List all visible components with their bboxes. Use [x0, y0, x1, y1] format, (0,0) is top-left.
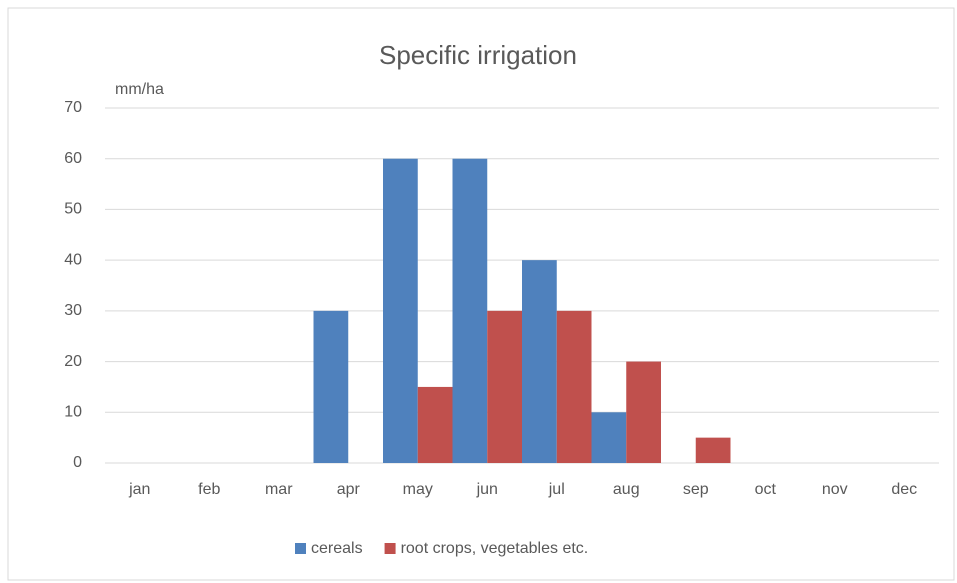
legend-label: cereals: [311, 540, 363, 557]
chart-title: Specific irrigation: [379, 40, 577, 70]
x-tick-label: sep: [683, 481, 709, 498]
bar: [591, 412, 627, 463]
legend-swatch: [295, 543, 306, 554]
x-tick-label: jun: [476, 481, 498, 498]
y-axis-label: mm/ha: [115, 81, 164, 98]
y-tick-label: 60: [64, 150, 82, 167]
x-tick-label: feb: [198, 481, 220, 498]
x-tick-label: mar: [265, 481, 293, 498]
bar: [626, 361, 661, 463]
bar: [313, 310, 349, 463]
bar: [452, 158, 488, 463]
y-tick-label: 50: [64, 201, 82, 218]
x-tick-label: apr: [337, 481, 361, 498]
x-tick-label: dec: [891, 481, 917, 498]
y-tick-label: 10: [64, 404, 82, 421]
bar: [522, 260, 557, 463]
bar: [556, 310, 592, 463]
y-tick-label: 70: [64, 99, 82, 116]
y-tick-label: 40: [64, 251, 82, 268]
y-tick-label: 30: [64, 302, 82, 319]
bar: [487, 310, 522, 463]
bar: [383, 158, 418, 463]
x-tick-label: jan: [128, 481, 150, 498]
x-tick-label: oct: [755, 481, 777, 498]
legend-label: root crops, vegetables etc.: [401, 540, 589, 557]
bar: [417, 386, 453, 463]
x-tick-label: aug: [613, 481, 640, 498]
y-tick-label: 0: [73, 454, 82, 471]
x-tick-label: jul: [548, 481, 565, 498]
x-tick-label: nov: [822, 481, 848, 498]
x-tick-label: may: [403, 481, 433, 498]
bar: [695, 437, 731, 463]
legend-swatch: [384, 543, 396, 554]
y-tick-label: 20: [64, 353, 82, 370]
